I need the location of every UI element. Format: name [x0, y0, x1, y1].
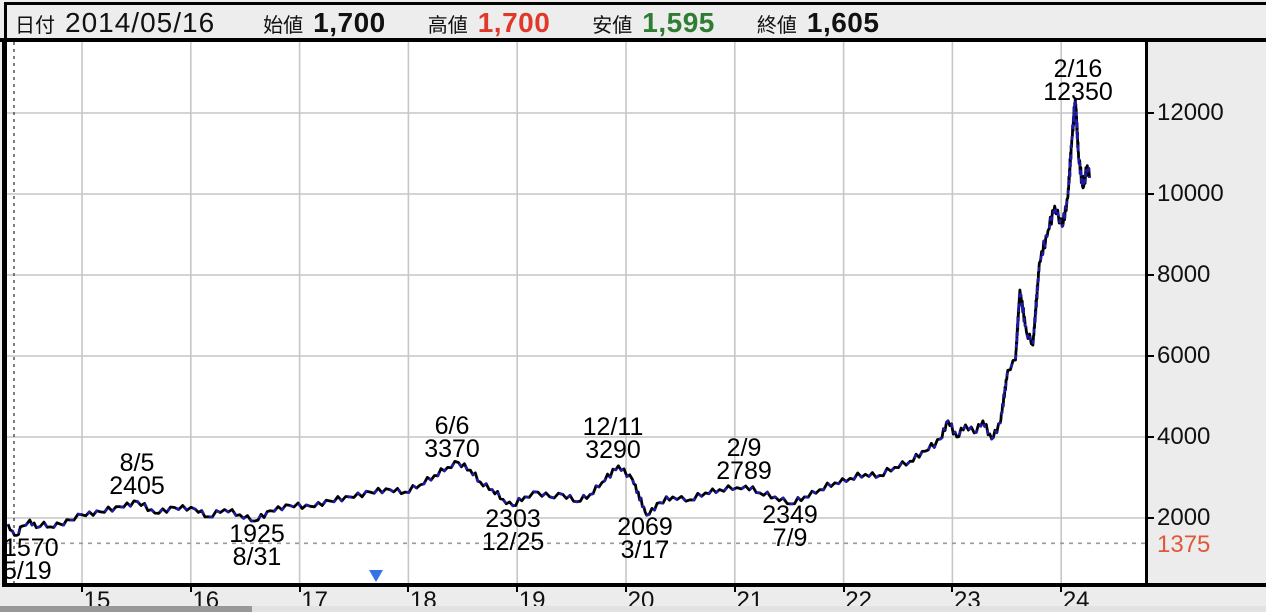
header-divider — [0, 38, 1266, 42]
x-axis-tick — [1060, 587, 1063, 592]
chart-bottom-border — [2, 583, 1266, 587]
y-axis-label: 8000 — [1157, 261, 1211, 288]
y-axis-label: 4000 — [1157, 423, 1211, 450]
close-value: 1,605 — [806, 7, 880, 38]
ohlc-header-bar: 日付 2014/05/16 始値 1,700 高値 1,700 安値 1,595… — [4, 2, 1266, 41]
time-scrollbar-track[interactable] — [0, 606, 1266, 612]
high-value: 1,700 — [477, 7, 551, 38]
x-axis-tick — [81, 587, 83, 592]
open-value: 1,700 — [313, 7, 386, 38]
y-axis-tick — [1148, 517, 1154, 519]
price-line-black — [7, 97, 1091, 537]
x-axis-tick — [516, 587, 519, 592]
price-chart-canvas[interactable] — [2, 42, 1148, 583]
y-axis-label: 10000 — [1157, 180, 1224, 207]
close-label: 終値 — [756, 15, 797, 37]
x-axis-tick — [298, 587, 301, 592]
event-marker-triangle-icon[interactable] — [369, 570, 383, 582]
reference-price-label: 1375 — [1157, 531, 1211, 559]
open-label: 始値 — [263, 15, 304, 37]
date-label: 日付 — [15, 14, 55, 37]
x-axis-tick — [733, 587, 736, 592]
y-axis-tick — [1148, 436, 1154, 438]
y-axis-tick — [1148, 355, 1154, 357]
y-axis-label: 12000 — [1157, 99, 1224, 126]
x-axis-tick — [625, 587, 627, 592]
high-label: 高値 — [427, 15, 468, 37]
price-axis: 2000 4000 6000 8000 10000 12000 1375 — [1148, 42, 1266, 583]
low-value: 1,595 — [642, 7, 715, 38]
y-axis-tick — [1148, 193, 1154, 195]
y-axis-label: 6000 — [1157, 342, 1211, 369]
y-axis-label: 2000 — [1157, 504, 1211, 531]
y-axis-tick — [1148, 112, 1154, 114]
time-scrollbar-thumb[interactable] — [0, 606, 252, 612]
low-label: 安値 — [592, 15, 633, 37]
price-line-blue-days — [7, 97, 1091, 537]
x-axis-tick — [189, 587, 192, 592]
x-axis-tick — [842, 587, 845, 592]
y-axis-tick — [1148, 274, 1154, 276]
x-axis-tick — [407, 587, 410, 592]
price-series-plot[interactable] — [7, 42, 1145, 583]
x-axis-tick — [951, 587, 954, 592]
date-value: 2014/05/16 — [65, 7, 216, 38]
